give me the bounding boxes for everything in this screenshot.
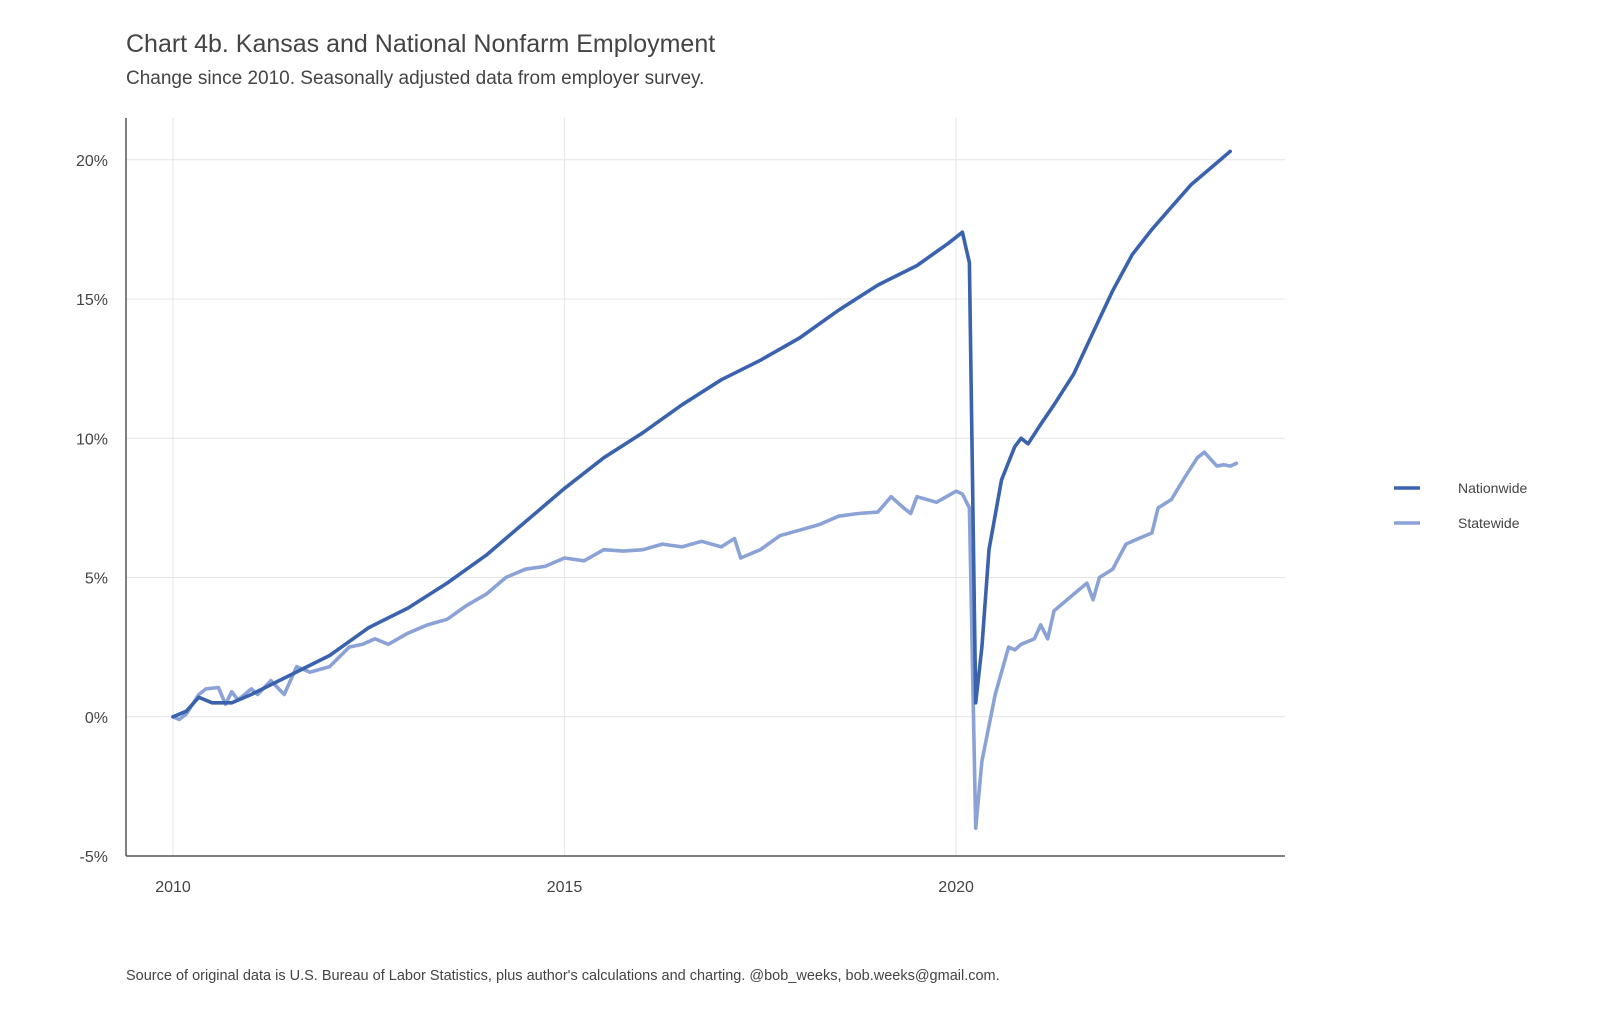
y-tick-label: -5% [80, 849, 108, 866]
x-tick-labels: 2010 2015 2020 [155, 879, 974, 896]
y-tick-label: 0% [85, 710, 108, 727]
legend-label-statewide: Statewide [1458, 515, 1520, 531]
chart-subtitle: Change since 2010. Seasonally adjusted d… [126, 68, 705, 89]
legend-label-nationwide: Nationwide [1458, 480, 1527, 496]
y-gridlines [126, 159, 1285, 857]
y-tick-label: 10% [76, 431, 108, 448]
source-caption: Source of original data is U.S. Bureau o… [126, 968, 1000, 984]
y-tick-label: 5% [85, 571, 108, 588]
y-tick-label: 15% [76, 292, 108, 309]
series-line-nationwide [171, 149, 1232, 719]
y-tick-label: 20% [76, 153, 108, 170]
chart-title: Chart 4b. Kansas and National Nonfarm Em… [126, 30, 716, 58]
x-tick-label: 2010 [155, 879, 191, 896]
y-tick-labels: -5% 0% 5% 10% 15% 20% [76, 153, 108, 866]
x-tick-label: 2015 [547, 879, 583, 896]
series-line-statewide [171, 450, 1239, 830]
x-tick-label: 2020 [938, 879, 974, 896]
series-lines [171, 149, 1239, 830]
legend: Nationwide Statewide [1394, 480, 1527, 531]
